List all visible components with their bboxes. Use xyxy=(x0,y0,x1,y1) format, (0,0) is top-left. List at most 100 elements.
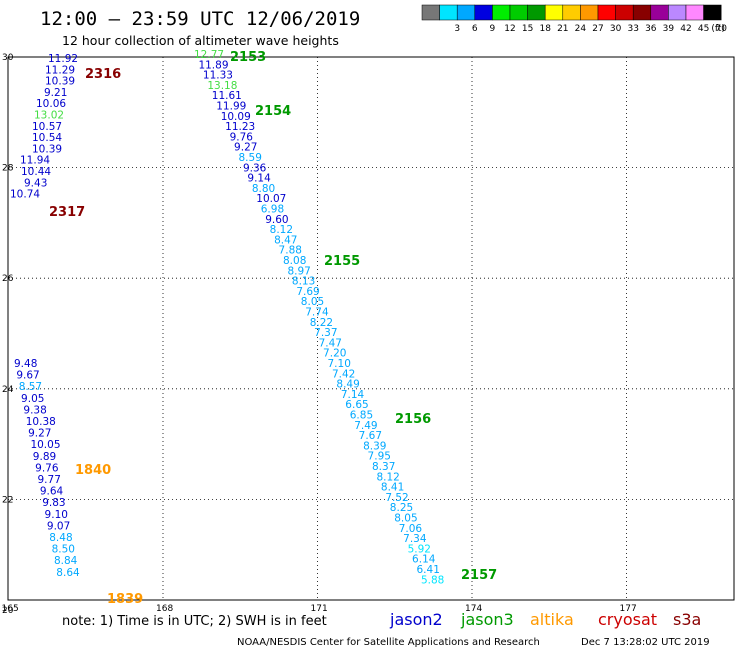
wave-height-value: 7.42 xyxy=(332,368,355,380)
wave-height-value: 10.57 xyxy=(32,121,62,133)
footer-note: note: 1) Time is in UTC; 2) SWH is in fe… xyxy=(62,614,327,629)
wave-height-value: 8.25 xyxy=(390,502,413,514)
scale-swatch-4 xyxy=(492,4,511,21)
wave-height-value: 6.65 xyxy=(345,399,368,411)
wave-height-value: 8.47 xyxy=(274,234,297,246)
y-axis-ticks: 20 22 24 26 28 30 xyxy=(2,53,14,616)
wave-height-value: 8.05 xyxy=(301,296,324,308)
scale-label-45: 45 xyxy=(698,24,709,34)
y-tick-label-30: 30 xyxy=(2,53,14,63)
wave-height-value: 5.88 xyxy=(421,574,444,586)
wave-height-value: 9.76 xyxy=(35,462,59,474)
wave-height-value: 7.74 xyxy=(305,307,329,319)
wave-height-value: 10.07 xyxy=(256,193,286,205)
x-tick-label-165: 165 xyxy=(2,604,19,614)
wave-height-value: 8.80 xyxy=(252,183,275,195)
wave-height-value: 10.44 xyxy=(21,166,51,178)
wave-height-value: 8.41 xyxy=(381,482,404,494)
scale-label-39: 39 xyxy=(663,24,675,34)
legend-item-altika: altika xyxy=(530,610,574,629)
scale-label-70: 70 xyxy=(715,24,727,34)
wave-height-value: 9.05 xyxy=(21,393,44,405)
legend-item-cryosat: cryosat xyxy=(598,610,657,629)
scale-swatch-3 xyxy=(474,4,493,21)
wave-height-value: 7.95 xyxy=(368,451,391,463)
wave-height-value: 7.37 xyxy=(314,327,337,339)
scale-swatch-15 xyxy=(685,4,704,21)
scale-label-15: 15 xyxy=(522,24,533,34)
wave-height-value: 13.18 xyxy=(207,80,237,92)
scale-label-36: 36 xyxy=(645,24,657,34)
wave-height-value: 9.77 xyxy=(38,474,61,486)
footer-credit: NOAA/NESDIS Center for Satellite Applica… xyxy=(237,637,540,648)
y-tick-label-20: 20 xyxy=(2,606,14,616)
wave-height-value: 9.89 xyxy=(33,451,56,463)
pass-label-1840: 1840 xyxy=(75,463,111,478)
wave-height-value: 10.05 xyxy=(30,439,60,451)
wave-height-value: 9.21 xyxy=(44,87,67,99)
satellite-legend: jason2 jason3 altika cryosat s3a xyxy=(389,610,701,629)
wave-height-value: 7.47 xyxy=(319,337,342,349)
wave-height-value: 10.74 xyxy=(10,189,40,201)
wave-height-value: 7.10 xyxy=(328,358,351,370)
pass-label-2156: 2156 xyxy=(395,412,431,427)
scale-swatch-6 xyxy=(527,4,546,21)
wave-height-value: 9.83 xyxy=(42,497,65,509)
pass-label-1839: 1839 xyxy=(107,592,143,607)
wave-height-value: 11.61 xyxy=(212,90,242,102)
wave-height-value: 7.69 xyxy=(296,286,319,298)
pass-label-2155: 2155 xyxy=(324,254,360,269)
wave-height-value: 9.14 xyxy=(247,173,271,185)
wave-height-value: 6.85 xyxy=(350,410,373,422)
plot-grid xyxy=(8,57,734,600)
legend-item-s3a: s3a xyxy=(673,610,701,629)
wave-height-value: 8.64 xyxy=(56,567,80,579)
scale-swatch-11 xyxy=(615,4,634,21)
wave-height-value: 9.10 xyxy=(45,509,68,521)
wave-height-value: 8.97 xyxy=(287,265,310,277)
wave-height-value: 9.48 xyxy=(14,358,37,370)
wave-height-value: 9.07 xyxy=(47,520,70,532)
wave-height-value: 7.49 xyxy=(354,420,377,432)
wave-height-value: 8.50 xyxy=(52,544,75,556)
plot-frame xyxy=(7,56,735,601)
y-tick-label-28: 28 xyxy=(2,164,14,174)
wave-height-value: 6.14 xyxy=(412,554,436,566)
wave-height-value: 8.22 xyxy=(310,317,333,329)
wave-height-value: 8.12 xyxy=(376,471,399,483)
wave-height-value: 10.39 xyxy=(45,76,75,88)
pass-label-2154: 2154 xyxy=(255,104,291,119)
wave-height-value: 10.54 xyxy=(32,132,62,144)
x-tick-label-177: 177 xyxy=(620,604,637,614)
scale-label-3: 3 xyxy=(454,24,460,34)
scale-swatch-13 xyxy=(650,4,669,21)
scale-label-42: 42 xyxy=(680,24,691,34)
wave-height-value: 7.06 xyxy=(399,523,423,535)
wave-height-value: 11.23 xyxy=(225,121,255,133)
wave-height-value: 8.12 xyxy=(270,224,293,236)
scale-swatch-0 xyxy=(421,4,440,21)
scale-label-12: 12 xyxy=(504,24,515,34)
wave-height-value: 13.02 xyxy=(34,110,64,122)
wave-height-value: 9.67 xyxy=(16,370,39,382)
wave-height-value: 8.37 xyxy=(372,461,395,473)
wave-height-value: 7.52 xyxy=(385,492,408,504)
wave-height-value: 10.09 xyxy=(221,111,251,123)
scale-swatch-7 xyxy=(544,4,564,21)
scale-swatch-1 xyxy=(439,4,458,21)
scale-unit-label: (ft) xyxy=(711,24,725,34)
color-scale-legend: 3 6 9 12 15 18 21 24 27 30 33 36 39 42 45 70(ft) xyxy=(421,4,727,34)
wave-height-value: 9.27 xyxy=(234,142,257,154)
wave-height-value: 11.92 xyxy=(48,53,78,65)
wave-height-value: 11.29 xyxy=(45,64,75,76)
satellite-tracks: 11.9211.2910.399.2110.0613.0210.5710.541… xyxy=(10,49,444,586)
x-tick-label-171: 171 xyxy=(311,604,328,614)
y-tick-label-26: 26 xyxy=(2,274,14,284)
wave-height-value: 7.88 xyxy=(279,245,302,257)
wave-height-value: 5.92 xyxy=(408,543,431,555)
wave-height-value: 11.99 xyxy=(216,101,246,113)
scale-swatch-8 xyxy=(562,4,581,21)
scale-swatch-16 xyxy=(703,4,722,21)
